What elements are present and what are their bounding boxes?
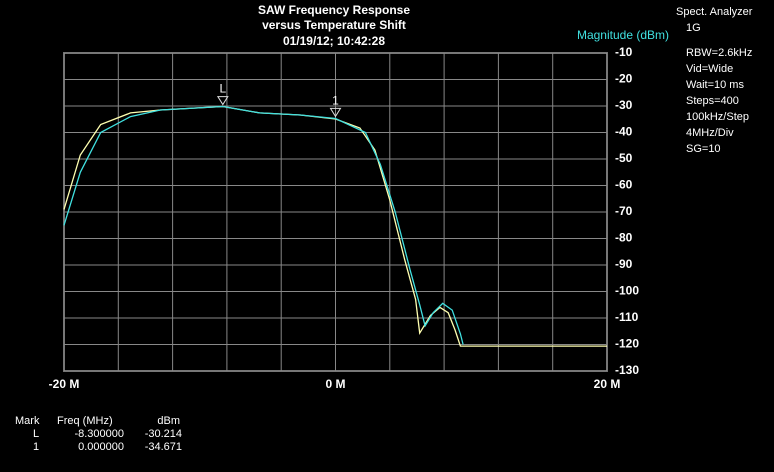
marker-triangle (329, 107, 342, 118)
setting-text: Wait=10 ms (686, 79, 744, 91)
y-tick-label: -60 (615, 178, 633, 192)
y-tick-label: -40 (615, 125, 633, 139)
chart-subtitle: versus Temperature Shift (262, 18, 406, 32)
y-tick-label: -80 (615, 231, 633, 245)
y-tick-label: -70 (615, 204, 633, 218)
y-tick-label: -130 (615, 363, 639, 377)
marker-triangle (216, 96, 229, 106)
y-tick-label: -90 (615, 257, 633, 271)
x-tick-label: 0 M (325, 377, 345, 391)
setting-text: Steps=400 (686, 95, 739, 107)
y-tick-label: -30 (615, 98, 633, 112)
table-cell: 0.000000 (78, 441, 124, 453)
y-axis-label: Magnitude (dBm) (577, 28, 669, 42)
setting-text: 4MHz/Div (686, 127, 734, 139)
y-tick-label: -50 (615, 151, 633, 165)
y-tick-label: -10 (615, 45, 633, 59)
marker-label: L (219, 82, 226, 96)
table-cell: 1 (33, 441, 39, 453)
setting-text: Spect. Analyzer (676, 6, 753, 18)
x-tick-label: -20 M (49, 377, 80, 391)
series-line (63, 105, 464, 345)
table-header: Freq (MHz) (57, 415, 113, 427)
setting-text: 100kHz/Step (686, 111, 749, 123)
chart-timestamp: 01/19/12; 10:42:28 (283, 34, 385, 48)
setting-text: Vid=Wide (686, 63, 733, 75)
table-cell: -8.300000 (74, 428, 124, 440)
y-tick-label: -110 (615, 310, 639, 324)
x-tick-label: 20 M (594, 377, 621, 391)
table-header: dBm (157, 415, 180, 427)
y-tick-label: -100 (615, 284, 639, 298)
table-header: Mark (15, 415, 40, 427)
table-cell: -34.671 (145, 441, 182, 453)
setting-text: SG=10 (686, 143, 721, 155)
marker-label: 1 (332, 94, 339, 108)
y-tick-label: -120 (615, 337, 639, 351)
setting-text: RBW=2.6kHz (686, 47, 752, 59)
setting-text: 1G (686, 22, 701, 34)
table-cell: -30.214 (145, 428, 182, 440)
series-line (63, 105, 607, 347)
chart-title: SAW Frequency Response (258, 3, 410, 17)
table-cell: L (33, 428, 39, 440)
y-tick-label: -20 (615, 72, 633, 86)
